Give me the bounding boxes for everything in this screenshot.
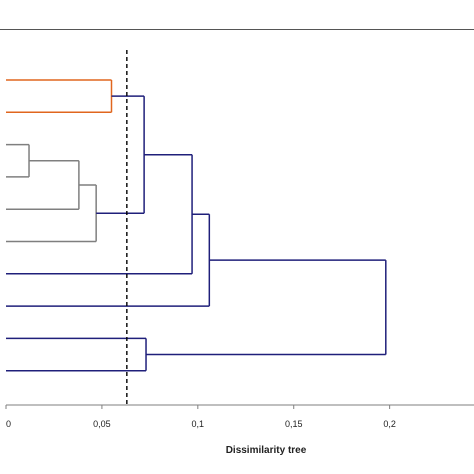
x-axis-title: Dissimilarity tree (226, 445, 307, 456)
x-tick-label: 0,1 (192, 419, 205, 429)
x-tick-label: 0,05 (93, 419, 111, 429)
dendrogram-links (6, 79, 387, 372)
x-tick-label: 0,2 (383, 419, 396, 429)
x-axis: 0 0,05 0,1 0,15 0,2 (5, 404, 474, 429)
x-tick-label: 0 (6, 419, 11, 429)
x-tick-label: 0,15 (285, 419, 303, 429)
